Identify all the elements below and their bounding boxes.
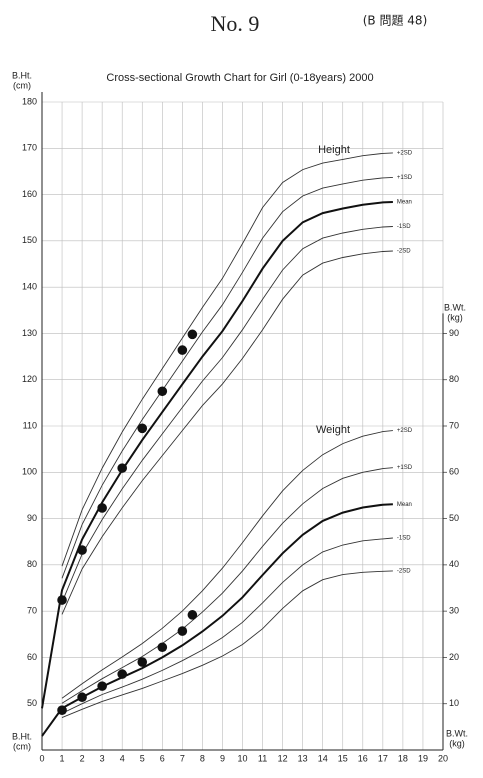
y-tick-label: 80 [27, 559, 37, 569]
y2-tick-label: 10 [449, 698, 459, 708]
x-tick-label: 18 [398, 753, 408, 763]
y2-axis-label: B.Wt. [444, 302, 466, 312]
measurement-point [137, 423, 148, 434]
x-tick-label: 17 [378, 753, 388, 763]
series-label: +1SD [397, 175, 413, 181]
measurement-point [77, 692, 87, 703]
series-label: -1SD [397, 224, 411, 230]
x-tick-label: 6 [160, 753, 165, 763]
x-tick-label: 14 [318, 753, 328, 763]
y2-tick-label: 90 [449, 328, 459, 338]
y2-tick-label: 70 [449, 420, 459, 430]
x-tick-label: 8 [200, 753, 205, 763]
annotation: Weight [316, 424, 350, 436]
y-axis-label: B.Ht. [12, 731, 32, 741]
series-line [41, 503, 393, 737]
y-tick-label: 180 [22, 96, 37, 106]
series-line [61, 152, 393, 567]
measurement-point [177, 626, 188, 636]
x-tick-label: 2 [80, 753, 85, 763]
y-tick-label: 110 [23, 420, 37, 430]
x-tick-label: 5 [140, 753, 145, 763]
page-number: No. 9 [211, 11, 260, 36]
series-line [61, 430, 393, 699]
x-tick-label: 16 [358, 753, 368, 763]
x-tick-label: 15 [338, 753, 348, 763]
measurement-point [187, 329, 198, 340]
series-line [61, 176, 393, 579]
measurement-point [117, 669, 127, 679]
series-line [61, 467, 393, 704]
y2-tick-label: 80 [449, 374, 459, 384]
series-line [61, 250, 393, 615]
measurement-point [177, 345, 188, 355]
y-tick-label: 50 [27, 698, 37, 708]
y2-axis-label: B.Wt. [446, 728, 468, 738]
y2-tick-label: 50 [449, 513, 459, 523]
measurement-point [77, 545, 87, 555]
measurement-point [137, 657, 148, 667]
x-tick-label: 13 [298, 753, 308, 763]
x-tick-label: 10 [237, 753, 247, 763]
y-tick-label: 70 [27, 606, 37, 616]
series-label: -2SD [397, 249, 411, 255]
y2-tick-label: 40 [449, 559, 459, 569]
annotation: Height [318, 144, 350, 156]
measurement-point [187, 610, 198, 620]
measurement-point [57, 705, 67, 715]
y-axis-unit: (cm) [13, 80, 31, 90]
measurement-point [157, 386, 168, 397]
series-label: +2SD [397, 150, 413, 156]
y2-tick-label: 60 [449, 467, 459, 477]
y-tick-label: 130 [22, 328, 37, 338]
chart-title: Cross-sectional Growth Chart for Girl (0… [106, 72, 373, 84]
y-tick-label: 90 [27, 513, 37, 523]
y2-tick-label: 20 [449, 652, 459, 662]
y2-axis-unit: (kg) [447, 312, 463, 322]
measurement-point [97, 503, 107, 513]
x-tick-label: 1 [60, 753, 65, 763]
y-axis-label: B.Ht. [12, 70, 32, 80]
y-tick-label: 170 [22, 143, 37, 153]
y-tick-label: 150 [22, 235, 37, 245]
x-tick-label: 4 [120, 753, 125, 763]
measurement-point [117, 463, 127, 473]
y-tick-label: 120 [22, 374, 37, 384]
series-label: Mean [397, 200, 412, 206]
x-tick-label: 0 [39, 753, 44, 763]
series-label: -2SD [397, 568, 411, 574]
measurement-point [57, 595, 67, 605]
x-tick-label: 11 [258, 753, 267, 763]
series-label: -1SD [397, 536, 411, 542]
y-tick-label: 100 [22, 467, 37, 477]
series-line [41, 201, 393, 709]
x-tick-label: 20 [438, 753, 448, 763]
x-tick-label: 3 [100, 753, 105, 763]
series-label: +2SD [397, 428, 413, 434]
series-line [61, 537, 393, 714]
series-label: Mean [397, 502, 412, 508]
series-label: +1SD [397, 465, 413, 471]
y2-tick-label: 30 [449, 606, 459, 616]
measurement-point [97, 681, 107, 691]
series-line [61, 570, 393, 719]
x-tick-label: 12 [278, 753, 288, 763]
x-tick-label: 9 [220, 753, 225, 763]
x-tick-label: 7 [180, 753, 185, 763]
series-line [61, 226, 393, 603]
x-tick-label: 19 [418, 753, 428, 763]
y-tick-label: 140 [22, 282, 37, 292]
measurement-point [157, 642, 168, 653]
y-tick-label: 60 [27, 652, 37, 662]
y-tick-label: 160 [22, 189, 37, 199]
problem-id: (B 問題 48) [363, 14, 428, 28]
y-axis-unit: (cm) [13, 741, 31, 751]
y2-axis-unit: (kg) [449, 738, 465, 748]
